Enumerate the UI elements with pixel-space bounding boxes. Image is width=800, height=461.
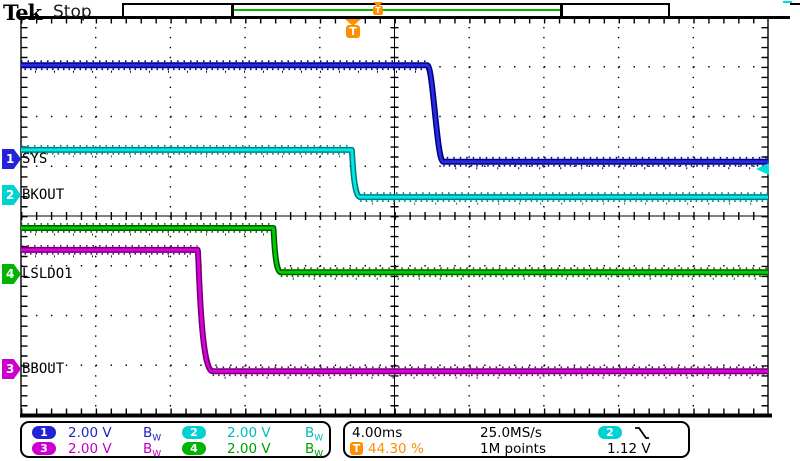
channel-2-label: BKOUT xyxy=(22,187,65,203)
record-waveform-line xyxy=(233,9,560,11)
trigger-marker-badge: T xyxy=(350,442,363,455)
channel-4-label: LSLDO1 xyxy=(22,266,73,282)
falling-edge-icon xyxy=(635,427,649,439)
corner-indicator-cyan xyxy=(783,1,792,3)
corner-indicator-black xyxy=(790,3,800,5)
channel-2-bandwidth-indicator: BW xyxy=(305,425,324,444)
trigger-position-icon: T xyxy=(345,19,361,38)
channel-2-scale: 2.00 V xyxy=(227,425,271,441)
timebase-readout: 4.00ms xyxy=(352,425,403,441)
channel-2-badge: 2 xyxy=(182,426,206,439)
channel-1-badge: 1 xyxy=(32,426,56,439)
trigger-level-icon xyxy=(756,163,769,175)
channel-3-scale: 2.00 V xyxy=(68,441,112,457)
channel-4-scale: 2.00 V xyxy=(227,441,271,457)
trigger-level-readout: 1.12 V xyxy=(607,441,651,457)
trigger-source-badge: 2 xyxy=(598,426,622,439)
channel-4-bandwidth-indicator: BW xyxy=(305,441,324,460)
trigger-position-readout: 44.30 % xyxy=(368,441,424,457)
channel-1-scale: 2.00 V xyxy=(68,425,112,441)
channel-1-bandwidth-indicator: BW xyxy=(143,425,162,444)
record-trigger-position-icon: T xyxy=(372,2,384,15)
tek-logo: Tek xyxy=(3,0,42,25)
channel-4-position-marker: 4 xyxy=(2,264,21,284)
channel-3-bandwidth-indicator: BW xyxy=(143,441,162,460)
record-length-readout: 1M points xyxy=(480,441,546,457)
channel-3-label: BBOUT xyxy=(22,361,65,377)
channel-4-badge: 4 xyxy=(182,442,206,455)
channel-3-position-marker: 3 xyxy=(2,359,21,379)
acquisition-status: Stop xyxy=(53,2,92,22)
record-window-bracket-right xyxy=(560,4,563,17)
channel-1-position-marker: 1 xyxy=(2,149,21,169)
sample-rate-readout: 25.0MS/s xyxy=(480,425,542,441)
channel-readouts: 1 2.00 V BW 2 2.00 V BW 3 2.00 V BW 4 2.… xyxy=(20,421,331,460)
record-view-bar xyxy=(122,3,670,18)
record-window-bracket-left xyxy=(231,4,234,17)
channel-1-label: SYS xyxy=(22,151,48,167)
channel-2-position-marker: 2 xyxy=(2,185,21,205)
channel-3-badge: 3 xyxy=(32,442,56,455)
horizontal-trigger-readouts: 4.00ms 25.0MS/s 2 T 44.30 % 1M points 1.… xyxy=(343,421,690,458)
